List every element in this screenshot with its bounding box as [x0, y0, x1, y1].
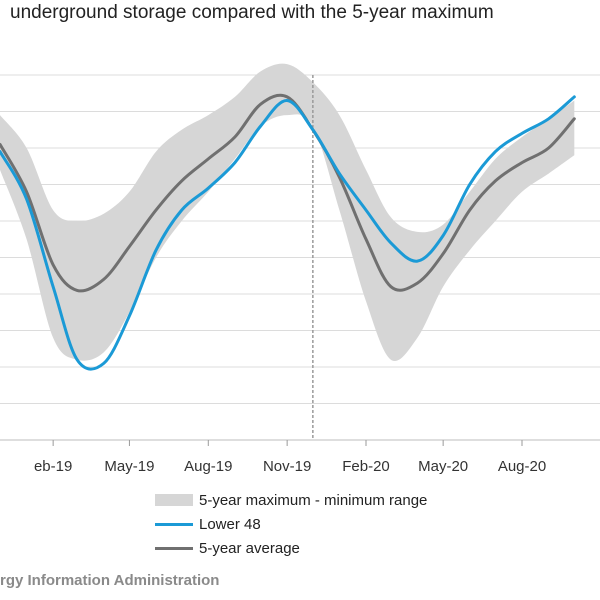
x-tick-label: May-19 [104, 458, 154, 475]
legend-swatch-average [155, 546, 193, 550]
legend-item-lower-48: Lower 48 [155, 512, 595, 536]
chart-title: underground storage compared with the 5-… [10, 2, 494, 23]
series-line-5-year-average [0, 93, 576, 293]
legend: 5-year maximum - minimum range Lower 48 … [155, 488, 595, 560]
series-line-lower-48 [0, 95, 576, 371]
range-band-layer [0, 63, 575, 362]
x-tick-label: Nov-19 [263, 458, 311, 475]
legend-item-range: 5-year maximum - minimum range [155, 488, 595, 512]
x-tick-label: Feb-20 [342, 458, 390, 475]
legend-label-range: 5-year maximum - minimum range [199, 491, 428, 509]
x-tick-label: Aug-20 [498, 458, 546, 475]
legend-swatch-range [155, 494, 193, 506]
x-tick-label: May-20 [418, 458, 468, 475]
x-tick-label: Aug-19 [184, 458, 232, 475]
source-note: rgy Information Administration [0, 572, 220, 589]
range-band [0, 63, 575, 362]
legend-label-lower-48: Lower 48 [199, 515, 261, 533]
x-axis: eb-19 May-19 Aug-19 Nov-19 Feb-20 May-20 Aug-2… [0, 439, 600, 475]
x-tick-label: eb-19 [34, 458, 72, 475]
legend-swatch-lower-48 [155, 522, 193, 526]
legend-item-average: 5-year average [155, 536, 595, 560]
legend-label-average: 5-year average [199, 539, 300, 557]
series-lines [0, 93, 576, 371]
